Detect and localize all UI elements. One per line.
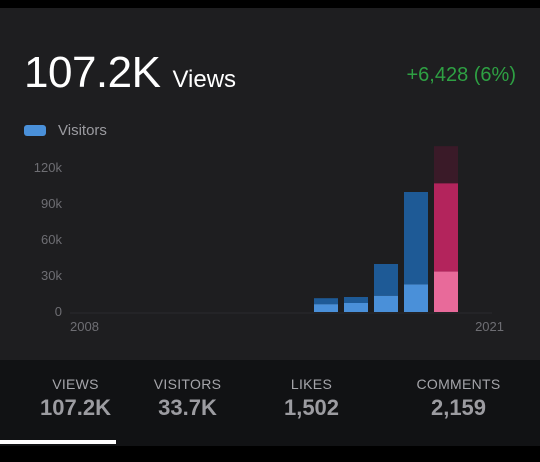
y-tick-label: 60k (41, 232, 62, 247)
tab-views[interactable]: VIEWS 107.2K (8, 376, 143, 421)
y-tick-label: 90k (41, 196, 62, 211)
tab-likes-value: 1,502 (283, 395, 340, 420)
views-delta: +6,428 (6%) (406, 64, 516, 86)
y-tick-label: 0 (55, 304, 62, 319)
x-tick-label: 2021 (475, 319, 504, 334)
bar-segment-views (314, 298, 338, 305)
y-tick-label: 30k (41, 268, 62, 283)
tab-likes[interactable]: LIKES 1,502 (244, 376, 379, 421)
bar-segment-visitors (434, 271, 458, 312)
top-bar (0, 0, 540, 8)
bar-segment-views (434, 183, 458, 272)
x-tick-label: 2008 (70, 319, 99, 334)
tab-comments[interactable]: COMMENTS 2,159 (391, 376, 526, 421)
bar-segment-visitors (344, 303, 368, 312)
total-views-unit: Views (172, 66, 237, 93)
tab-views-value: 107.2K (40, 395, 111, 420)
headline: 107.2K Views (24, 48, 236, 98)
legend-label-visitors: Visitors (58, 122, 107, 139)
bar-segment-visitors (374, 295, 398, 312)
tab-visitors-label: VISITORS (153, 376, 222, 392)
bar-segment-views (404, 192, 428, 285)
y-tick-label: 120k (34, 160, 63, 175)
legend-swatch-visitors (24, 125, 46, 136)
stats-tab-bar (0, 360, 540, 446)
tab-comments-value: 2,159 (430, 395, 487, 420)
bar-segment-visitors (314, 304, 338, 312)
active-tab-indicator (0, 440, 116, 444)
tab-likes-label: LIKES (290, 376, 333, 392)
bottom-bar (0, 446, 540, 462)
bar-segment-extra (434, 146, 458, 184)
total-views-value: 107.2K (24, 48, 161, 97)
tab-comments-label: COMMENTS (416, 376, 501, 392)
tab-visitors[interactable]: VISITORS 33.7K (120, 376, 255, 421)
bar-segment-views (344, 297, 368, 303)
bar-segment-views (374, 264, 398, 296)
bar-segment-visitors (404, 284, 428, 312)
views-bar-chart: 0 30k 60k 90k 120k 2008 2021 (34, 146, 504, 334)
tab-visitors-value: 33.7K (158, 395, 217, 420)
chart-legend[interactable]: Visitors (24, 122, 107, 139)
tab-views-label: VIEWS (52, 376, 99, 392)
